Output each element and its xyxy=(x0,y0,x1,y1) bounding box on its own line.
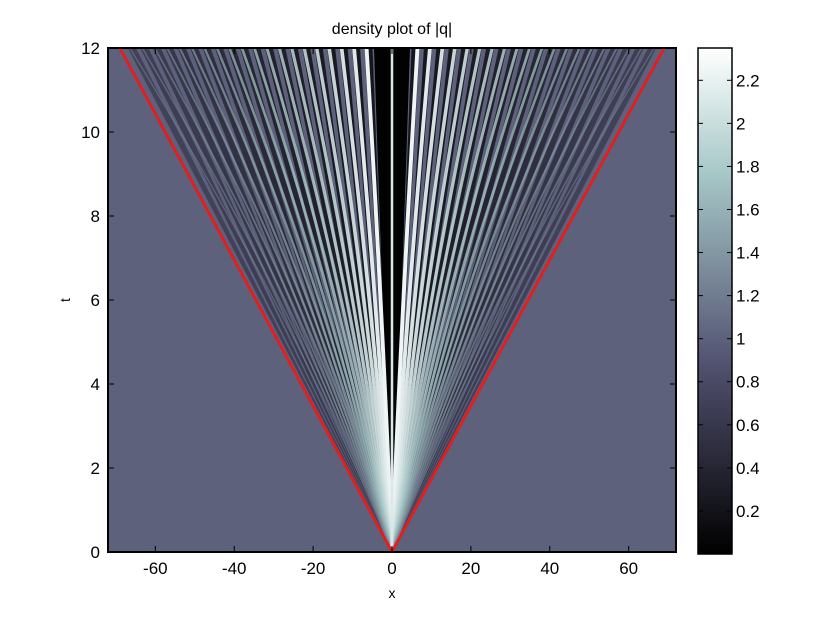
plot-area: -60 -40 -20 0 20 40 60 0 2 4 6 8 10 12 xyxy=(81,39,677,578)
fringe-crest xyxy=(391,48,606,552)
heatmap-fringes xyxy=(127,48,657,552)
fringe-dark xyxy=(252,48,392,552)
colorbar: 0.2 0.4 0.6 0.8 1 1.2 1.4 1.6 1.8 2 2.2 xyxy=(697,47,760,555)
colorbar-tick-label: 0.6 xyxy=(736,416,760,435)
fringe-crest xyxy=(178,48,393,552)
fringe-crest xyxy=(141,48,393,552)
fringe-crest xyxy=(153,48,393,552)
colorbar-tick-label: 1.6 xyxy=(736,200,760,219)
fringe-crest xyxy=(166,48,393,552)
fringe-crest xyxy=(391,48,618,552)
fringe-dark xyxy=(239,48,392,552)
colorbar-tick-label: 1 xyxy=(736,330,745,349)
fringe-dark xyxy=(392,48,644,552)
fringe-crest xyxy=(203,48,394,552)
x-tick-label: 40 xyxy=(540,559,559,578)
fringe-crest xyxy=(390,48,556,552)
y-axis: 0 2 4 6 8 10 12 xyxy=(81,39,676,562)
fringe-dark xyxy=(152,48,392,552)
fringe-dark xyxy=(392,48,632,552)
y-tick-label: 6 xyxy=(91,291,100,310)
x-tick-label: 20 xyxy=(461,559,480,578)
fringe-crest xyxy=(390,48,581,552)
colorbar-tick-label: 1.4 xyxy=(736,244,760,263)
fringe-dark xyxy=(392,48,470,552)
fringe-dark xyxy=(392,48,507,552)
fringe-dark xyxy=(277,48,392,552)
colorbar-gradient xyxy=(698,48,732,554)
fringe-dark xyxy=(140,48,392,552)
characteristic-boundary-line xyxy=(118,48,666,552)
colorbar-tick-label: 0.2 xyxy=(736,502,760,521)
fringe-crest xyxy=(391,48,655,552)
colorbar-tick-label: 0.4 xyxy=(736,459,760,478)
x-tick-label: -40 xyxy=(222,559,247,578)
fringe-dark xyxy=(127,48,392,552)
y-tick-label: 4 xyxy=(91,375,100,394)
x-tick-label: -20 xyxy=(301,559,326,578)
fringe-dark xyxy=(392,48,532,552)
fringe-crest xyxy=(390,48,593,552)
x-axis-label: x xyxy=(389,585,396,601)
fringe-dark xyxy=(314,48,392,552)
x-tick-label: 0 xyxy=(387,559,396,578)
fringe-dark xyxy=(392,48,619,552)
colorbar-tick-label: 2.2 xyxy=(736,71,760,90)
fringe-dark xyxy=(392,48,657,552)
fringe-crest xyxy=(228,48,394,552)
y-tick-label: 12 xyxy=(81,39,100,58)
colorbar-tick-label: 1.2 xyxy=(736,287,760,306)
y-tick-label: 10 xyxy=(81,123,100,142)
fringe-crest xyxy=(391,48,631,552)
fringe-crest xyxy=(390,48,569,552)
x-tick-label: -60 xyxy=(143,559,168,578)
colorbar-tick-label: 0.8 xyxy=(736,373,760,392)
fringe-crest xyxy=(129,48,393,552)
fringe-crest xyxy=(391,48,643,552)
colorbar-tick-label: 1.8 xyxy=(736,157,760,176)
fringe-crest xyxy=(215,48,394,552)
x-tick-label: 60 xyxy=(619,559,638,578)
colorbar-tick-label: 2 xyxy=(736,114,745,133)
y-tick-label: 2 xyxy=(91,459,100,478)
y-axis-label: t xyxy=(57,298,73,302)
colorbar-frame xyxy=(697,47,733,555)
fringe-crest xyxy=(191,48,394,552)
y-tick-label: 8 xyxy=(91,207,100,226)
chart-title: density plot of |q| xyxy=(332,21,452,38)
y-tick-label: 0 xyxy=(91,543,100,562)
x-axis: -60 -40 -20 0 20 40 60 xyxy=(143,48,638,578)
